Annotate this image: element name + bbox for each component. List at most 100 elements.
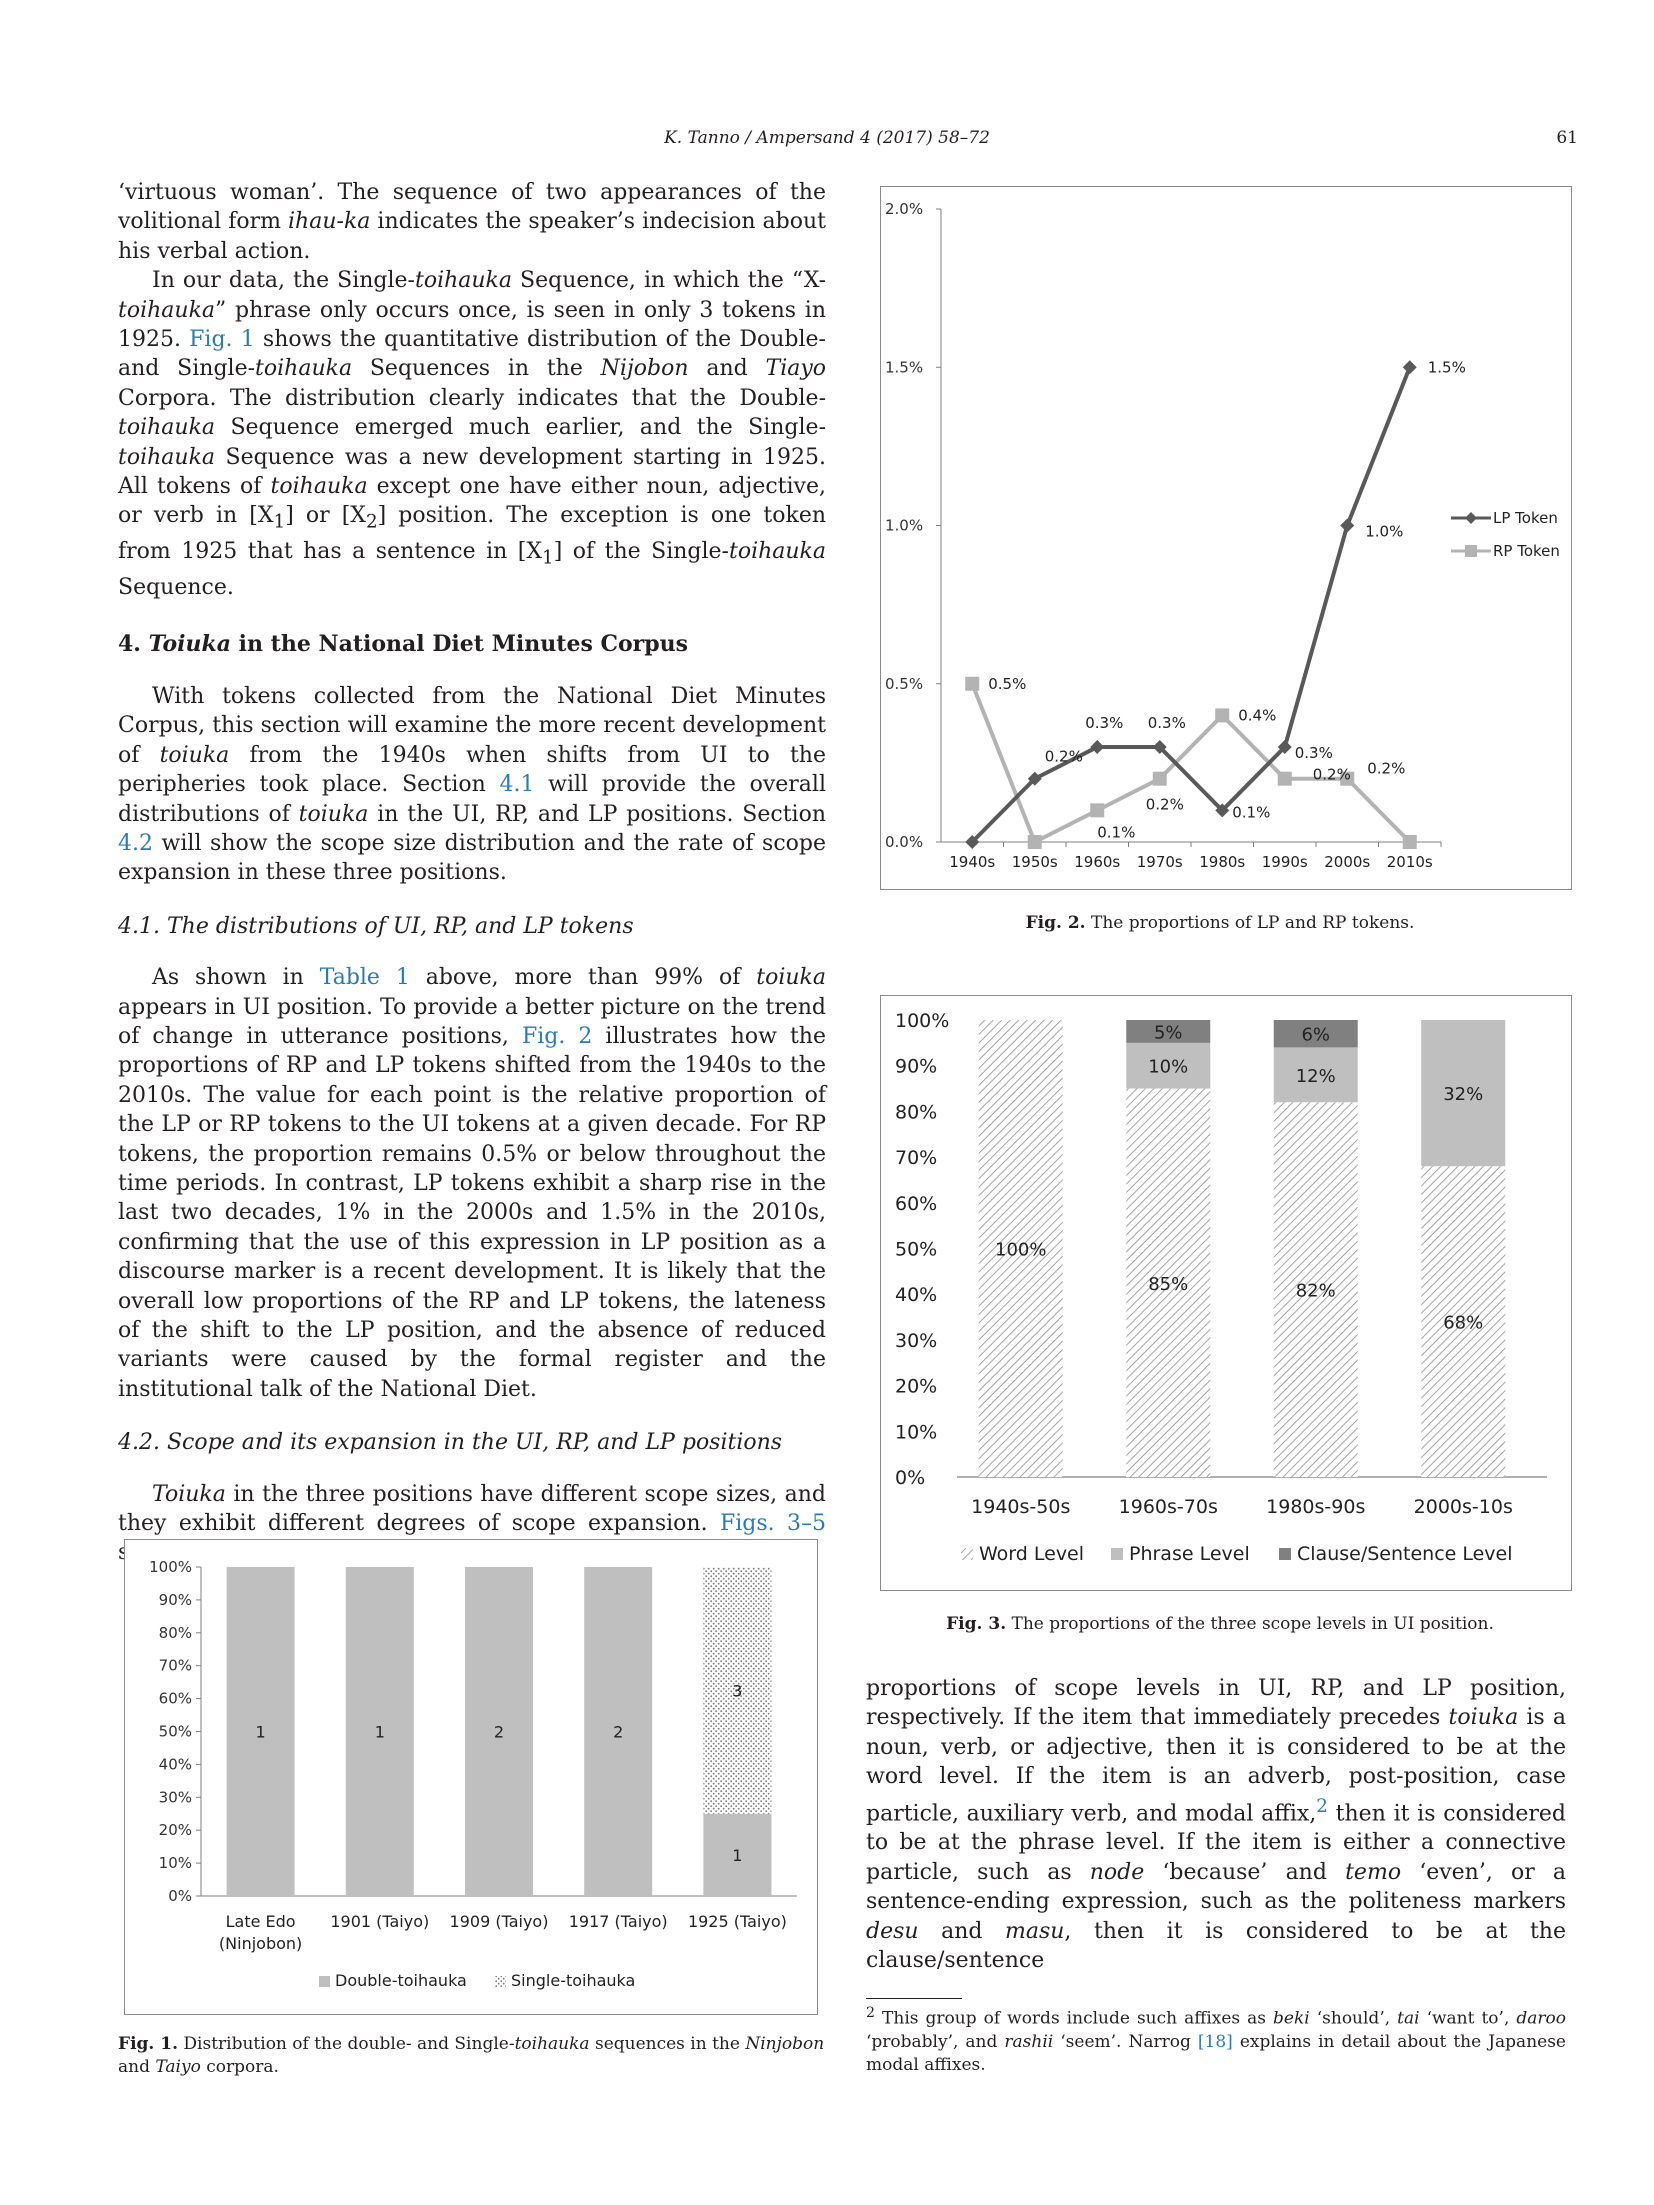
lp-line bbox=[970, 366, 1412, 844]
legend-swatch bbox=[1111, 1548, 1123, 1560]
fig1-chart: 0% 10% 20% 30% 40% 50% 60% 70% 80% 90% 100% 1 Late E… bbox=[124, 1539, 818, 2015]
y-tick-label: 20% bbox=[895, 1376, 937, 1398]
bar-segment bbox=[584, 1567, 653, 1896]
legend-marker bbox=[1465, 512, 1477, 524]
data-label: 10% bbox=[1148, 1057, 1188, 1078]
right-column: proportions of scope levels in UI, RP, a… bbox=[866, 1674, 1566, 1975]
data-label: 0.1% bbox=[1232, 803, 1270, 821]
x-tick-label: 2010s bbox=[1387, 853, 1433, 871]
footnote-rule bbox=[866, 1998, 962, 1999]
data-label: 0.2% bbox=[1146, 796, 1184, 814]
data-label: 0.2% bbox=[1367, 760, 1405, 778]
x-tick-label: 1940s-50s bbox=[971, 1496, 1070, 1518]
fig1-link[interactable]: Fig. 1 bbox=[189, 327, 255, 353]
fig2-caption: Fig. 2. The proportions of LP and RP tok… bbox=[1025, 913, 1415, 933]
data-label: 0.2% bbox=[1045, 748, 1083, 766]
x-tick-label: 1970s bbox=[1137, 853, 1183, 871]
y-tick-label: 90% bbox=[159, 1591, 192, 1609]
subsection-heading: 4.2. Scope and its expansion in the UI, … bbox=[118, 1430, 783, 1456]
y-tick-label: 60% bbox=[159, 1690, 192, 1708]
legend-swatch bbox=[961, 1548, 973, 1560]
y-tick-label: 0% bbox=[895, 1467, 925, 1489]
data-label: 85% bbox=[1148, 1274, 1188, 1295]
data-label: 32% bbox=[1443, 1084, 1483, 1105]
data-label: 68% bbox=[1443, 1313, 1483, 1334]
page-number: 61 bbox=[1556, 128, 1578, 148]
paragraph: In our data, the Single-toihauka Sequenc… bbox=[118, 268, 827, 601]
legend-label: RP Token bbox=[1493, 542, 1560, 560]
y-tick-label: 10% bbox=[159, 1854, 192, 1872]
bar-segment bbox=[1421, 1020, 1506, 1167]
rp-point bbox=[1340, 771, 1355, 786]
data-label: 0.3% bbox=[1295, 744, 1333, 762]
x-tick-label: 1940s bbox=[949, 853, 995, 871]
lp-point bbox=[1152, 740, 1167, 755]
fig2-link[interactable]: Fig. 2 bbox=[521, 1023, 593, 1049]
legend-label: Phrase Level bbox=[1129, 1543, 1250, 1565]
y-tick-label: 0% bbox=[168, 1887, 192, 1905]
data-label: 2 bbox=[613, 1723, 623, 1742]
left-column: ‘virtuous woman’. The sequence of two ap… bbox=[118, 178, 826, 1568]
y-tick-label: 30% bbox=[895, 1330, 937, 1352]
bar-segment bbox=[1421, 1166, 1506, 1477]
rp-point bbox=[965, 676, 980, 691]
footnote: 2 This group of words include such affix… bbox=[866, 2005, 1566, 2075]
rp-line bbox=[970, 683, 1412, 845]
x-tick-label: 1917 (Taiyo) bbox=[569, 1912, 668, 1931]
y-tick-label: 50% bbox=[895, 1239, 937, 1261]
fig1-svg: 0% 10% 20% 30% 40% 50% 60% 70% 80% 90% 100% 1 Late E… bbox=[149, 1558, 797, 1990]
section-heading: 4. Toiuka in the National Diet Minutes C… bbox=[118, 631, 689, 658]
rp-point bbox=[1152, 771, 1167, 786]
rp-point bbox=[1277, 771, 1292, 786]
ref-18-link[interactable]: [18] bbox=[1197, 2031, 1233, 2052]
rp-point bbox=[1027, 835, 1042, 849]
lp-point bbox=[965, 835, 980, 849]
bar-segment bbox=[1273, 1102, 1358, 1477]
bar-segment bbox=[1126, 1042, 1211, 1089]
y-tick-label: 1.0% bbox=[885, 517, 923, 535]
paragraph: As shown in Table 1 above, more than 99%… bbox=[118, 965, 826, 1402]
fig3-chart: 0% 10% 20% 30% 40% 50% 60% 70% 80% 90% 100% 100% 194… bbox=[880, 995, 1572, 1591]
lp-point bbox=[1402, 360, 1417, 375]
section-4-1-link[interactable]: 4.1 bbox=[499, 772, 535, 798]
y-tick-label: 70% bbox=[159, 1657, 192, 1675]
y-tick-label: 0.0% bbox=[885, 833, 923, 851]
lp-point bbox=[1090, 740, 1105, 755]
y-tick-label: 2.0% bbox=[885, 200, 923, 218]
fig3-caption: Fig. 3. The proportions of the three sco… bbox=[946, 1614, 1494, 1634]
y-tick-label: 100% bbox=[149, 1558, 192, 1576]
table1-link[interactable]: Table 1 bbox=[319, 965, 410, 991]
figs3-5-link[interactable]: Figs. 3–5 bbox=[719, 1511, 826, 1537]
y-tick-label: 60% bbox=[895, 1193, 937, 1215]
x-tick-label: 2000s bbox=[1324, 853, 1370, 871]
x-tick-label: 1909 (Taiyo) bbox=[450, 1912, 549, 1931]
fig3-svg: 0% 10% 20% 30% 40% 50% 60% 70% 80% 90% 100% 100% 194… bbox=[895, 1010, 1547, 1565]
bar-segment bbox=[1126, 1088, 1211, 1477]
data-label: 1 bbox=[256, 1723, 266, 1742]
legend-label: Single-toihauka bbox=[511, 1971, 635, 1990]
x-tick-label: 1960s bbox=[1074, 853, 1120, 871]
y-tick-label: 1.5% bbox=[885, 358, 923, 376]
data-label: 2 bbox=[494, 1723, 504, 1742]
rp-point bbox=[1402, 835, 1417, 849]
fig2-chart: 0.0% 0.5% 1.0% 1.5% 2.0% 1940s 1950s 1960s 1970s… bbox=[880, 186, 1572, 890]
footnote-2-ref[interactable]: 2 bbox=[1316, 1795, 1328, 1817]
bar-segment bbox=[1273, 1020, 1358, 1048]
paragraph: proportions of scope levels in UI, RP, a… bbox=[866, 1676, 1566, 1973]
y-tick-label: 50% bbox=[159, 1723, 192, 1741]
data-label: 0.3% bbox=[1085, 714, 1123, 732]
rp-point bbox=[1090, 803, 1105, 818]
paragraph: ‘virtuous woman’. The sequence of two ap… bbox=[118, 180, 826, 264]
data-label: 1 bbox=[375, 1723, 385, 1742]
bar-segment bbox=[703, 1567, 772, 1814]
x-tick-label: 1980s bbox=[1199, 853, 1245, 871]
section-4-2-link[interactable]: 4.2 bbox=[118, 830, 153, 856]
y-tick-label: 20% bbox=[159, 1821, 192, 1839]
bar-segment bbox=[226, 1567, 295, 1896]
legend-swatch bbox=[495, 1976, 506, 1987]
running-head: K. Tanno / Ampersand 4 (2017) 58–72 bbox=[664, 128, 990, 148]
data-label: 0.5% bbox=[988, 675, 1026, 693]
fig2-svg: 0.0% 0.5% 1.0% 1.5% 2.0% 1940s 1950s 1960s 1970s… bbox=[885, 200, 1560, 871]
bar-segment bbox=[1126, 1020, 1211, 1043]
x-tick-label: (Ninjobon) bbox=[219, 1934, 302, 1953]
